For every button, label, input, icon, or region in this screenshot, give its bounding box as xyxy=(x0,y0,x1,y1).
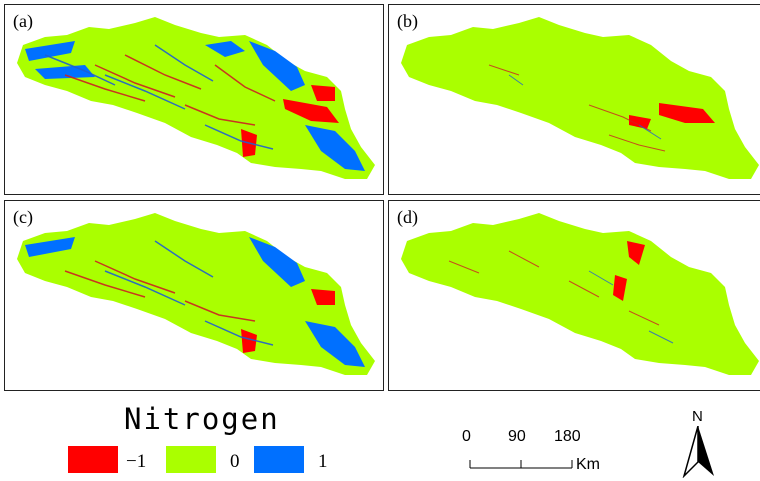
north-label: N xyxy=(692,408,703,425)
legend-swatch-one xyxy=(254,446,304,473)
map-panel-b: (b) xyxy=(388,4,760,195)
map-panel-a: (a) xyxy=(4,4,384,195)
region-map-c xyxy=(17,213,375,375)
region-map-b xyxy=(401,17,759,179)
panel-label: (d) xyxy=(397,207,418,227)
region-map-a xyxy=(17,17,375,179)
legend-label-zero: 0 xyxy=(230,451,240,472)
legend-title: Nitrogen xyxy=(124,402,280,436)
scale-tick-90: 90 xyxy=(508,428,526,445)
legend-swatch-minus-one xyxy=(68,446,118,473)
map-panel-d: (d) xyxy=(388,200,760,391)
scale-tick-0: 0 xyxy=(462,428,471,445)
legend-label-one: 1 xyxy=(318,451,328,472)
north-arrow: N xyxy=(682,408,716,478)
legend-swatch-zero xyxy=(166,446,216,473)
north-arrow-icon xyxy=(682,426,714,478)
scale-unit: Km xyxy=(576,456,600,473)
scale-bar: 0 90 180 Km xyxy=(462,428,622,478)
scale-tick-180: 180 xyxy=(554,428,581,445)
panel-label: (c) xyxy=(13,207,33,227)
scale-bar-line xyxy=(469,460,573,469)
map-panel-c: (c) xyxy=(4,200,384,391)
legend-label-minus-one: −1 xyxy=(126,451,147,472)
region-map-d xyxy=(401,213,759,375)
panel-label: (b) xyxy=(397,11,418,31)
panel-label: (a) xyxy=(13,11,33,31)
